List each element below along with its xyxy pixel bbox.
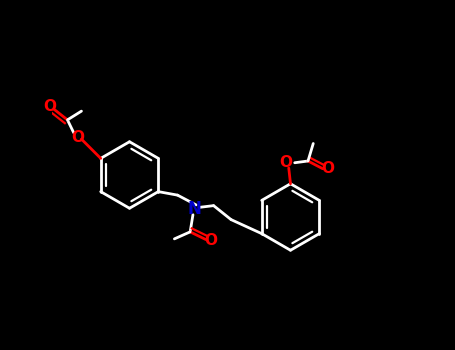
- Text: O: O: [321, 161, 334, 176]
- Text: O: O: [204, 233, 217, 248]
- Text: O: O: [71, 130, 84, 145]
- Text: N: N: [187, 200, 201, 218]
- Text: O: O: [44, 99, 56, 114]
- Text: O: O: [279, 155, 292, 170]
